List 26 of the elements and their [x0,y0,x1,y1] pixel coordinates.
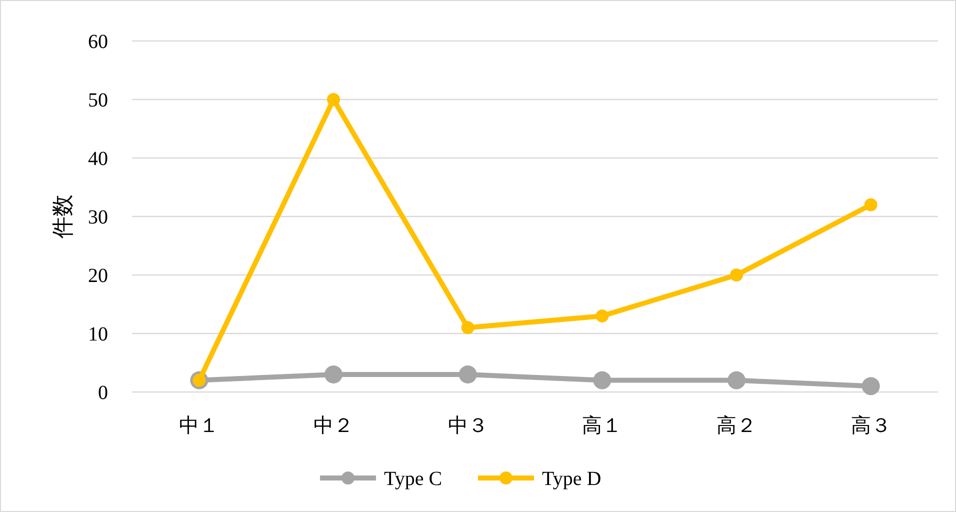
y-tick-label: 0 [98,382,108,404]
x-tick-label: 高１ [582,414,622,437]
x-tick-label: 高３ [850,414,891,437]
x-tick-label: 高２ [716,414,756,437]
y-tick-label: 10 [88,324,108,346]
point [461,321,474,334]
y-axis-title: 件数 [50,194,75,238]
point [728,371,746,390]
point [324,365,342,384]
legend-label: Type C [384,468,442,490]
x-tick-label: 中２ [314,415,354,437]
point [862,377,880,396]
point [327,93,340,106]
point [596,309,609,322]
point [593,371,612,390]
y-tick-label: 30 [88,206,108,228]
y-tick-label: 50 [88,90,108,112]
x-tick-label: 中１ [179,415,220,437]
y-tick-label: 60 [88,31,108,53]
legend-label: Type D [542,468,602,490]
x-tick-label: 中３ [448,415,488,437]
y-tick-label: 20 [88,265,108,287]
point [458,365,477,384]
point [864,198,878,212]
point [730,268,743,282]
y-tick-label: 40 [88,148,108,170]
